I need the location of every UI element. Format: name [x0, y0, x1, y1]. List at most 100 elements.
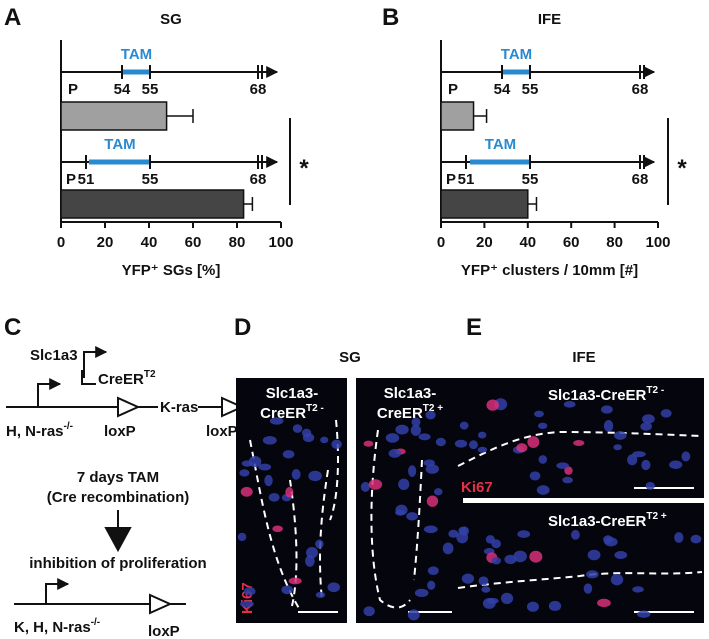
treatment-label: TAM [104, 136, 135, 153]
nucleus [281, 585, 293, 595]
nucleus [587, 549, 601, 561]
nucleus [538, 455, 548, 464]
panel-title: IFE [572, 349, 595, 366]
step: (Cre recombination) [47, 489, 190, 506]
nucleus [427, 566, 439, 575]
loxp [149, 593, 173, 615]
bar [60, 101, 168, 131]
nucleus [597, 598, 611, 608]
x-axis-label: YFP⁺ SGs [%] [122, 262, 221, 279]
nucleus [239, 469, 250, 477]
outline [370, 429, 423, 609]
nucleus [614, 431, 627, 440]
timeline-label: 55 [142, 171, 159, 188]
nucleus [613, 444, 622, 451]
nucleus [681, 451, 691, 462]
nucleus [272, 525, 283, 533]
nucleus [360, 481, 370, 492]
timeline-label: P [446, 171, 456, 188]
nucleus [603, 419, 614, 432]
nucleus [500, 592, 514, 605]
nucleus [641, 459, 651, 471]
nucleus [632, 586, 644, 593]
x-tick-label: 20 [476, 234, 493, 251]
nucleus [564, 466, 573, 475]
nucleus [573, 439, 585, 447]
timeline-label: P [66, 171, 76, 188]
panel-label: D [234, 314, 251, 341]
nucleus [516, 443, 528, 453]
nucleus [614, 551, 628, 560]
nucleus [513, 550, 527, 563]
x-tick-label: 40 [141, 234, 158, 251]
promoter [83, 346, 108, 378]
nucleus [425, 410, 436, 420]
timeline-label: P [68, 81, 78, 98]
nucleus [477, 431, 487, 439]
promoter [37, 378, 62, 407]
nucleus [398, 478, 410, 491]
loxp [117, 396, 141, 418]
nucleus [292, 424, 303, 433]
nucleus [315, 539, 324, 549]
loxp-label: loxP [148, 623, 180, 639]
nucleus [237, 532, 247, 542]
treatment-label: TAM [121, 46, 152, 63]
panel-c: Slc1a3 CreERT2 K-ras H, N-ras-/- loxP lo… [6, 346, 245, 639]
loxp-label: loxP [206, 423, 238, 440]
timeline-label: 54 [114, 81, 131, 98]
significance: * [677, 155, 687, 182]
nucleus [423, 459, 435, 467]
panel-label: C [4, 314, 21, 341]
x-tick-label: 60 [563, 234, 580, 251]
x-tick-label: 100 [268, 234, 293, 251]
nucleus [600, 405, 613, 414]
nucleus [637, 610, 651, 618]
arrowhead [104, 527, 132, 553]
x-tick-label: 40 [519, 234, 536, 251]
genotype: Slc1a3-CreERT2 + [548, 511, 667, 530]
nucleus [563, 401, 576, 408]
nucleus [407, 609, 420, 621]
nucleus [395, 424, 409, 435]
panel-label: A [4, 4, 21, 31]
nucleus [240, 600, 254, 608]
nucleus [534, 410, 544, 418]
promoter-base [81, 370, 96, 385]
nucleus [291, 469, 301, 480]
x-tick-label: 0 [437, 234, 445, 251]
genotype: CreERT2 - [260, 403, 324, 422]
nucleus [285, 487, 294, 498]
nucleus [425, 464, 440, 474]
nucleus [433, 488, 443, 496]
nucleus [411, 417, 421, 427]
timeline-label: 55 [142, 81, 159, 98]
nucleus [669, 460, 683, 470]
nucleus [268, 493, 280, 502]
nucleus [418, 433, 431, 441]
timeline-label: 55 [522, 81, 539, 98]
genotype: Slc1a3-CreERT2 - [548, 385, 664, 404]
bar [60, 189, 245, 219]
timeline-label: 51 [458, 171, 475, 188]
nucleus [306, 547, 318, 559]
step: 7 days TAM [77, 469, 159, 486]
nucleus [571, 529, 580, 540]
nucleus [363, 606, 375, 617]
treatment-label: TAM [501, 46, 532, 63]
nucleus [556, 462, 569, 469]
nucleus [363, 440, 374, 447]
nucleus [395, 509, 406, 516]
nucleus [269, 417, 284, 425]
x-tick-label: 80 [229, 234, 246, 251]
nucleus [442, 542, 454, 555]
nucleus [674, 532, 684, 543]
nucleus [331, 439, 342, 449]
x-axis-label: YFP⁺ clusters / 10mm [#] [461, 262, 638, 279]
treatment-label: TAM [485, 136, 516, 153]
nucleus [410, 424, 422, 436]
driver: CreERT2 [98, 369, 156, 388]
nucleus [486, 399, 499, 411]
x-tick-label: 20 [97, 234, 114, 251]
